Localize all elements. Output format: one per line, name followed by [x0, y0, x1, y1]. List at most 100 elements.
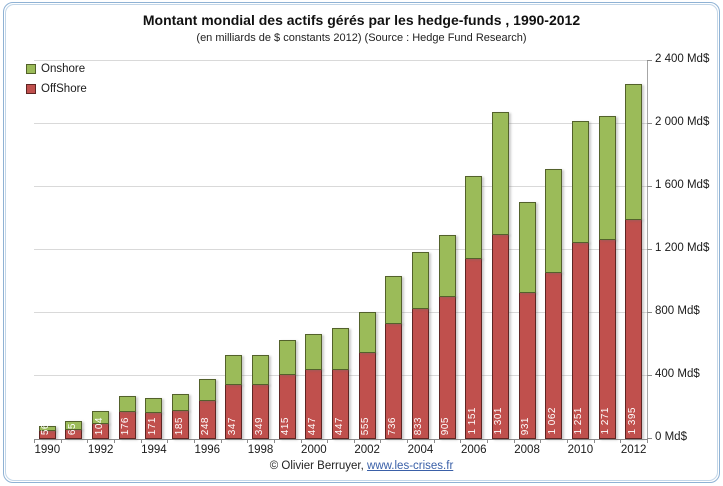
bar-2002-onshore [358, 312, 376, 353]
x-tick-9 [274, 439, 275, 443]
bar-2011-onshore [598, 115, 616, 240]
bar-value-label-1993: 176 [120, 416, 132, 435]
footer-author: © Olivier Berruyer, [269, 460, 368, 472]
bar-2009-onshore [545, 168, 563, 273]
bar-value-label-2004: 833 [413, 416, 425, 435]
bar-value-label-2001: 447 [333, 416, 345, 435]
x-tick-11 [327, 439, 328, 443]
x-tick-0 [34, 439, 35, 443]
bar-value-label-2007: 1 301 [493, 407, 505, 435]
bar-1995-onshore [172, 393, 190, 411]
footer-credit: © Olivier Berruyer, www.les-crises.fr [4, 460, 719, 472]
bar-1993-onshore [118, 395, 136, 413]
x-tick-3 [114, 439, 115, 443]
x-axis-label-1998: 1998 [247, 444, 274, 456]
bar-value-label-1997: 347 [226, 416, 238, 435]
y-tick-2400 [647, 60, 652, 61]
bar-1992-onshore [92, 411, 110, 424]
bar-2004-onshore [411, 252, 429, 309]
y-tick-1600 [647, 186, 652, 187]
x-tick-23 [647, 439, 648, 443]
x-axis-line [34, 439, 647, 440]
legend-item-onshore: Onshore [26, 63, 87, 75]
offshore-swatch-icon [26, 84, 36, 94]
gridline-800 [34, 312, 647, 313]
y-tick-800 [647, 312, 652, 313]
y-axis-label-0: 0 Md$ [655, 431, 687, 443]
x-tick-16 [460, 439, 461, 443]
bar-2005-onshore [438, 234, 456, 298]
y-axis-label-400: 400 Md$ [655, 368, 700, 380]
bar-1990-onshore [38, 426, 56, 432]
y-axis-label-2000: 2 000 Md$ [655, 116, 710, 128]
x-axis-label-2008: 2008 [514, 444, 540, 456]
x-tick-6 [194, 439, 195, 443]
bar-1991-onshore [65, 420, 83, 430]
gridline-2000 [34, 123, 647, 124]
gridline-2400 [34, 60, 647, 61]
bar-1994-onshore [145, 397, 163, 414]
plot-area: 56 65 104 176 171 185 248 347 349 415 447 447 555 736… [34, 60, 652, 443]
x-tick-8 [247, 439, 248, 443]
bar-2000-onshore [305, 334, 323, 370]
bar-2010-onshore [571, 120, 589, 243]
bar-1996-onshore [198, 378, 216, 401]
x-tick-14 [407, 439, 408, 443]
bar-2007-onshore [491, 112, 509, 236]
footer-link[interactable]: www.les-crises.fr [367, 460, 454, 472]
x-axis-label-2002: 2002 [354, 444, 380, 456]
x-tick-1 [61, 439, 62, 443]
x-tick-15 [434, 439, 435, 443]
bar-value-label-2005: 905 [440, 416, 452, 435]
x-axis-label-2000: 2000 [301, 444, 327, 456]
legend: Onshore OffShore [26, 63, 87, 103]
bar-2008-onshore [518, 201, 536, 294]
x-axis-label-2004: 2004 [407, 444, 434, 456]
x-tick-10 [301, 439, 302, 443]
bar-value-label-2012: 1 395 [626, 407, 638, 435]
bar-value-label-2006: 1 151 [466, 407, 478, 435]
y-tick-400 [647, 375, 652, 376]
bar-1999-onshore [278, 339, 296, 375]
x-tick-19 [540, 439, 541, 443]
x-tick-5 [167, 439, 168, 443]
x-tick-21 [594, 439, 595, 443]
bar-1997-onshore [225, 355, 243, 386]
x-axis-label-2012: 2012 [620, 444, 647, 456]
gridline-1200 [34, 249, 647, 250]
legend-label-offshore: OffShore [41, 83, 87, 95]
legend-item-offshore: OffShore [26, 83, 87, 95]
y-axis-label-1200: 1 200 Md$ [655, 242, 710, 254]
bar-value-label-1994: 171 [146, 416, 158, 435]
chart-frame: Montant mondial des actifs gérés par les… [3, 2, 720, 483]
bar-2006-onshore [465, 175, 483, 259]
bar-1998-onshore [252, 355, 270, 386]
x-axis-label-1996: 1996 [194, 444, 221, 456]
bar-value-label-1998: 349 [253, 416, 265, 435]
bar-value-label-1990: 56 [40, 422, 52, 435]
chart-frame-inner-border [5, 4, 718, 481]
y-axis-label-1600: 1 600 Md$ [655, 179, 710, 191]
legend-label-onshore: Onshore [41, 63, 86, 75]
bar-value-label-2002: 555 [360, 416, 372, 435]
x-axis-label-1990: 1990 [34, 444, 61, 456]
x-axis-label-1994: 1994 [141, 444, 167, 456]
bar-value-label-1995: 185 [173, 416, 185, 435]
bar-value-label-1992: 104 [93, 416, 105, 435]
bar-value-label-2003: 736 [386, 416, 398, 435]
y-axis-label-2400: 2 400 Md$ [655, 53, 710, 65]
x-axis-label-1992: 1992 [87, 444, 114, 456]
x-tick-13 [380, 439, 381, 443]
bar-value-label-2008: 931 [520, 416, 532, 435]
x-tick-22 [620, 439, 621, 443]
bar-value-label-1991: 65 [66, 422, 78, 435]
onshore-swatch-icon [26, 64, 36, 74]
y-axis-label-800: 800 Md$ [655, 305, 700, 317]
x-axis-label-2006: 2006 [460, 444, 487, 456]
bar-value-label-2011: 1 271 [600, 407, 612, 435]
bar-2001-onshore [332, 328, 349, 370]
x-tick-17 [487, 439, 488, 443]
bar-2012-onshore [625, 83, 643, 221]
bar-value-label-2000: 447 [306, 416, 318, 435]
